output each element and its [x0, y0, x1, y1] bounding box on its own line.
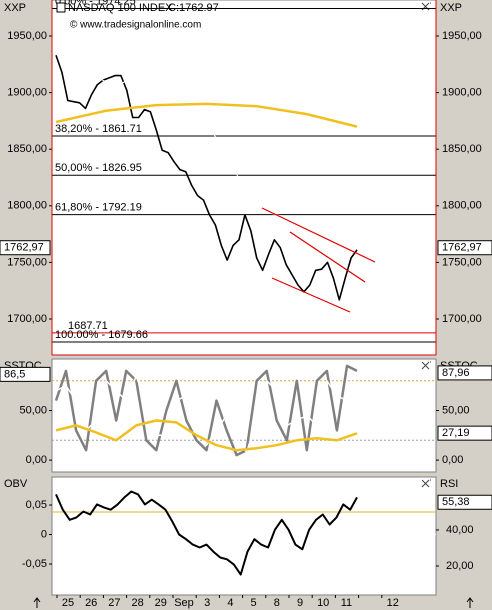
x-tick-label: 5: [251, 597, 257, 609]
channel-line: [289, 231, 366, 283]
y-tick-label: 1700,00: [442, 313, 482, 325]
y-tick-label: 50,00: [442, 404, 470, 416]
overlay: © www.tradesignalonline.com NASDAQ 100 I…: [4, 0, 474, 608]
y-tick-label: 1850,00: [7, 143, 47, 155]
x-tick-label: 4: [227, 597, 233, 609]
y-tick-label: 0,00: [26, 454, 47, 466]
panel-title: OBV: [4, 478, 28, 490]
x-tick-label: 9: [297, 597, 303, 609]
y-tick-label: 1750,00: [7, 256, 47, 268]
y-tick-label: 0,05: [26, 499, 47, 511]
y-tick-label: 1750,00: [442, 256, 482, 268]
level-label: 0.00% - 1974.25: [55, 0, 136, 7]
y-tick-label: 50,00: [19, 404, 47, 416]
y-tick-label: 1800,00: [7, 200, 47, 212]
y2-tick-label: 20,00: [446, 560, 474, 572]
plot-area: [51, 358, 437, 473]
level-label: 61,80% - 1792.19: [55, 202, 142, 214]
series-line: [55, 490, 358, 576]
x-tick-label: 29: [155, 597, 167, 609]
close-icon: [421, 361, 431, 370]
y-tick-label: 1900,00: [7, 87, 47, 99]
symbol: XXP: [4, 2, 26, 14]
close-value: C:1762.97: [168, 2, 219, 14]
close-icon: [421, 479, 431, 488]
y-tick-label: 0,00: [442, 454, 463, 466]
y2-tick-label: 40,00: [446, 524, 474, 536]
value-label: 1762,97: [4, 242, 44, 254]
x-tick-label: 26: [85, 597, 97, 609]
symbol: XXP: [440, 2, 462, 14]
value-box: [437, 425, 492, 441]
y-tick-label: -0,05: [22, 558, 47, 570]
value-label: 27,19: [442, 427, 470, 439]
chart-title: NASDAQ 100 INDEX: [68, 2, 173, 14]
y-tick-label: 1900,00: [442, 87, 482, 99]
series-line: [55, 35, 358, 245]
series-line: [55, 372, 358, 453]
x-tick-label: 12: [387, 597, 399, 609]
y-tick-label: 0: [41, 528, 47, 540]
value-box: [0, 366, 51, 382]
level-label: 100.00% - 1679.66: [55, 329, 148, 341]
checkbox-icon[interactable]: [56, 2, 66, 13]
channel-line: [271, 277, 351, 313]
value-label: 86,5: [4, 368, 25, 380]
plot-area: [51, 476, 437, 596]
y-tick-label: 1950,00: [7, 30, 47, 42]
series-line: [55, 102, 358, 128]
series-line: [55, 419, 358, 452]
plot-area: [51, 0, 437, 356]
x-tick-label: 8: [274, 597, 280, 609]
series-line: [55, 54, 358, 301]
x-tick-label: Sep: [174, 597, 194, 609]
value-label: 55,38: [442, 496, 470, 508]
value-box: [0, 240, 51, 256]
level-label: 50,00% - 1826.95: [55, 162, 142, 174]
x-tick-label: 3: [204, 597, 210, 609]
y-tick-label: 1700,00: [7, 313, 47, 325]
value-label: 1762,97: [442, 242, 482, 254]
x-tick-label: 27: [108, 597, 120, 609]
x-tick-label: 28: [131, 597, 143, 609]
watermark: © www.tradesignalonline.com: [70, 20, 201, 31]
y-tick-label: 1850,00: [442, 143, 482, 155]
y-tick-label: 1800,00: [442, 200, 482, 212]
y-tick-label: 1950,00: [442, 30, 482, 42]
value-label: 87,96: [442, 367, 470, 379]
x-tick-label: 25: [62, 597, 74, 609]
x-tick-label: 10: [317, 597, 329, 609]
value-box: [437, 494, 492, 510]
x-tick-label: 11: [341, 597, 352, 609]
value-box: [437, 240, 492, 256]
level-label: 1687.71: [68, 320, 108, 332]
value-box: [437, 365, 492, 381]
channel-line: [261, 207, 376, 263]
panel-title: RSI: [440, 478, 458, 490]
level-label: 38,20% - 1861.71: [55, 123, 142, 135]
series-line: [54, 364, 358, 457]
scroll-arrow[interactable]: [33, 597, 474, 608]
